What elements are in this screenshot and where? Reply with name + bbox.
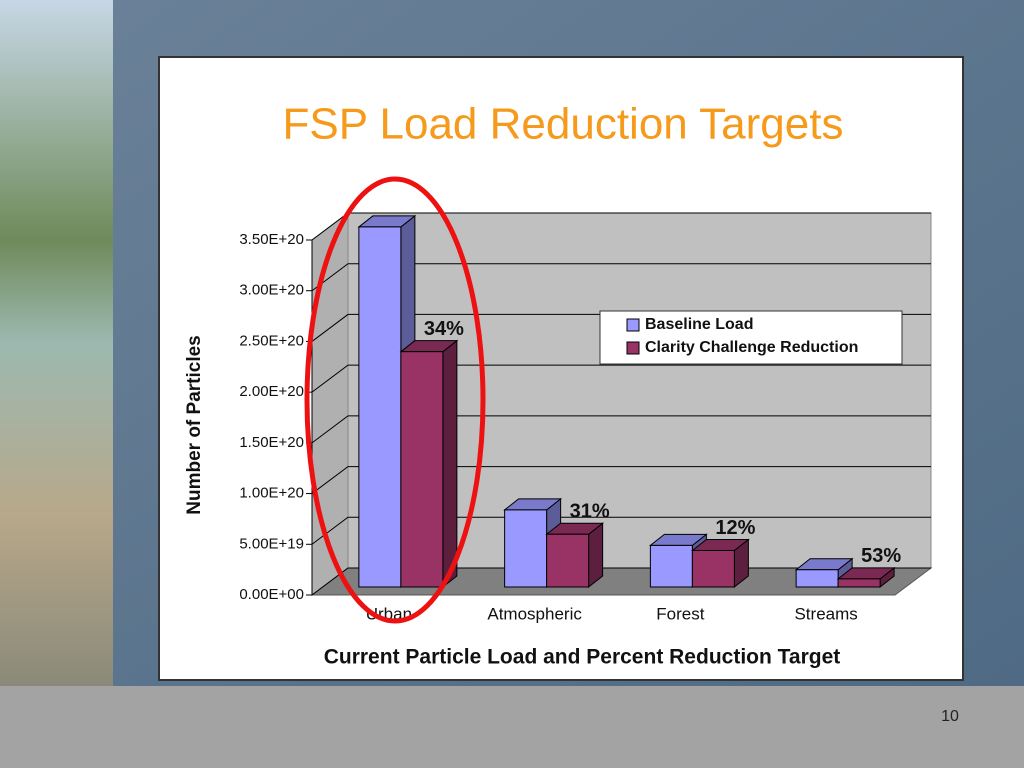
- legend-swatch: [626, 341, 640, 355]
- bar: [690, 538, 750, 589]
- y-axis-label: Number of Particles: [184, 335, 205, 515]
- photo-strip: [0, 0, 113, 686]
- x-tick-label: Atmospheric: [487, 604, 582, 623]
- highlight-ellipse: [304, 176, 486, 624]
- x-tick-label: Streams: [794, 604, 857, 623]
- y-tick-label: 0.00E+00: [239, 586, 304, 603]
- x-tick-label: Forest: [656, 604, 704, 623]
- annotation: 12%: [715, 517, 755, 539]
- bar: [545, 522, 605, 589]
- annotation: 53%: [861, 545, 901, 567]
- bar-front: [837, 578, 881, 588]
- bar: [399, 339, 459, 589]
- bar-front: [358, 226, 402, 588]
- bar-side: [442, 339, 458, 589]
- x-axis-label: Current Particle Load and Percent Reduct…: [324, 646, 841, 669]
- side-wall: [311, 212, 349, 596]
- bar: [836, 566, 896, 589]
- grid-line: [311, 415, 931, 444]
- bar: [357, 214, 417, 589]
- y-tick-label: 2.00E+20: [239, 383, 304, 400]
- grid-line: [311, 466, 931, 494]
- bar-front: [400, 351, 444, 588]
- grid-line: [311, 364, 931, 393]
- legend-label: Clarity Challenge Reduction: [645, 339, 858, 356]
- y-tick-label: 1.00E+20: [239, 485, 304, 502]
- annotation: 31%: [570, 501, 610, 523]
- bar-front: [504, 509, 548, 588]
- legend-swatch: [626, 318, 640, 332]
- annotation: 34%: [424, 318, 464, 340]
- grid-line: [311, 263, 931, 292]
- y-tick-label: 3.50E+20: [239, 231, 304, 248]
- footer-band: [0, 686, 1024, 768]
- legend: [599, 310, 903, 365]
- bar-front: [649, 544, 693, 588]
- bar-front: [691, 549, 735, 588]
- bar-front: [795, 569, 839, 588]
- y-tick-label: 1.50E+20: [239, 434, 304, 451]
- bar-front: [546, 533, 590, 588]
- legend-label: Baseline Load: [645, 316, 753, 333]
- y-tick-label: 3.00E+20: [239, 282, 304, 299]
- plot: 0.00E+00 5.00E+19 1.00E+20 1.50E+20 2.00E+20…: [239, 212, 933, 623]
- chart-title: FSP Load Reduction Targets: [283, 100, 844, 149]
- y-tick-label: 2.50E+20: [239, 332, 304, 349]
- page-number: 10: [941, 708, 959, 725]
- y-tick-label: 5.00E+19: [239, 535, 304, 552]
